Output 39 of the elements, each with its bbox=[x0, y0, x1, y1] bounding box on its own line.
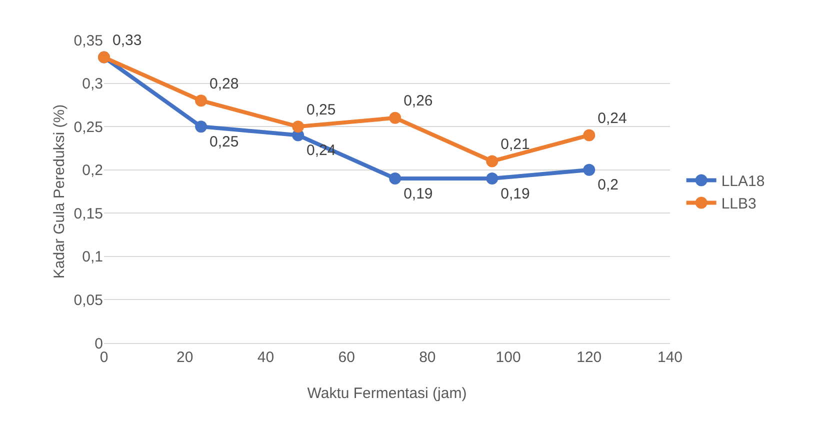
x-tick-label: 60 bbox=[338, 349, 355, 366]
data-label: 0,21 bbox=[500, 136, 530, 153]
data-label: 0,19 bbox=[500, 185, 530, 202]
data-label: 0,19 bbox=[404, 185, 433, 202]
x-tick-label: 20 bbox=[176, 349, 194, 366]
x-tick-label: 100 bbox=[496, 349, 521, 366]
point bbox=[195, 120, 208, 133]
data-label: 0,2 bbox=[598, 176, 618, 194]
point bbox=[486, 155, 498, 168]
y-axis-title: Kadar Gula Pereduksi (%) bbox=[51, 104, 68, 279]
data-label: 0,28 bbox=[210, 75, 239, 92]
x-tick-label: 120 bbox=[576, 349, 602, 366]
data-label: 0,26 bbox=[404, 92, 433, 110]
x-axis-title: Waktu Fermentasi (jam) bbox=[307, 385, 467, 402]
data-label: 0,24 bbox=[598, 110, 627, 127]
y-tick-label: 0,25 bbox=[74, 118, 103, 136]
point bbox=[486, 172, 498, 185]
x-tick-label: 140 bbox=[657, 349, 683, 366]
y-tick-label: 0,15 bbox=[74, 205, 103, 222]
point bbox=[389, 112, 402, 124]
data-label: 0,24 bbox=[306, 142, 336, 159]
point bbox=[583, 164, 596, 176]
point bbox=[389, 172, 402, 185]
x-tick-label: 40 bbox=[257, 349, 274, 366]
y-tick-label: 0,3 bbox=[82, 76, 103, 93]
y-tick-label: 0,2 bbox=[82, 162, 103, 180]
y-tick-label: 0,1 bbox=[82, 248, 103, 266]
y-tick-label: 0,05 bbox=[74, 292, 103, 309]
y-tick-label: 0,35 bbox=[74, 32, 103, 50]
data-label: 0,25 bbox=[210, 133, 239, 150]
point bbox=[195, 94, 208, 107]
data-label: 0,25 bbox=[306, 101, 336, 118]
legend-label: LLB3 bbox=[721, 196, 756, 213]
x-tick-label: 80 bbox=[419, 349, 436, 366]
point bbox=[292, 120, 304, 133]
data-label: 0,33 bbox=[112, 32, 142, 50]
y-tick-label: 0 bbox=[94, 335, 103, 352]
point bbox=[583, 129, 596, 142]
legend-label: LLA18 bbox=[721, 173, 765, 190]
